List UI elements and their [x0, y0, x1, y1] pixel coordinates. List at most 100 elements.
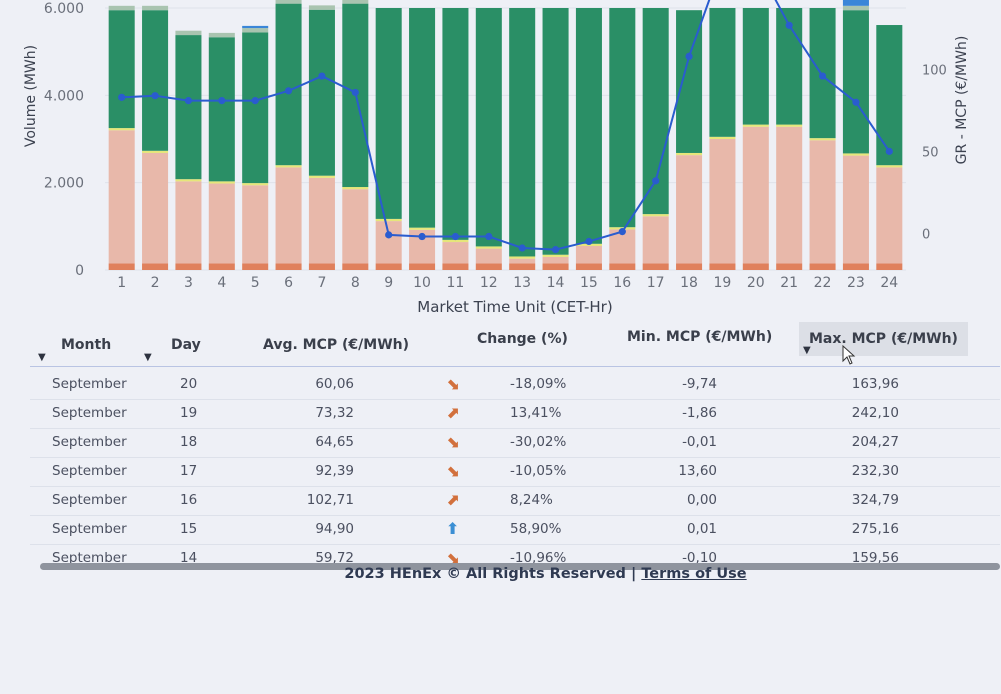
day-cell: 16 [180, 492, 198, 508]
mcp-point [351, 88, 359, 97]
table-row[interactable]: September 18 64,65 -30,02% -0,01 204,27 ⬊ [30, 428, 1000, 458]
month-header[interactable]: Month [61, 337, 112, 353]
bar-segment [175, 35, 202, 180]
bar-segment [575, 263, 602, 270]
table-row[interactable]: September 14 59,72 -10,96% -0,10 159,56 ⬊ [30, 544, 1000, 568]
change-cell: -10,96% [510, 550, 567, 566]
table-row[interactable]: September 16 102,71 8,24% 0,00 324,79 ⬈ [30, 486, 1000, 516]
bar-segment [509, 263, 536, 270]
bar-segment [676, 155, 703, 264]
mcp-point [551, 246, 560, 254]
bar-segment [175, 179, 202, 182]
mcp-line [121, 0, 891, 251]
x-tick-label: 13 [513, 275, 531, 291]
mcp-point [818, 72, 827, 80]
bar-segment [175, 263, 202, 270]
y-tick-label: 0 [75, 263, 84, 279]
mcp-point [284, 87, 293, 95]
bar-segment [709, 139, 736, 264]
max-mcp-header[interactable]: Max. MCP (€/MWh) [799, 322, 968, 356]
bar-segment [242, 25, 269, 29]
bar-segment [275, 3, 302, 166]
bar-segment [108, 5, 135, 11]
month-cell: September [52, 463, 127, 479]
day-cell: 20 [180, 376, 198, 392]
bar-segment [642, 216, 669, 264]
avg-mcp-header[interactable]: Avg. MCP (€/MWh) [263, 337, 410, 353]
y2-axis-title: GR - MCP (€/MWh) [954, 36, 970, 165]
avg-cell: 102,71 [306, 492, 354, 508]
change-cell: 13,41% [510, 405, 562, 421]
bar-segment [142, 150, 169, 153]
bar-segment [609, 263, 636, 270]
y2-tick-label: 0 [922, 227, 930, 242]
bar-segment [609, 8, 636, 228]
mcp-point [885, 147, 893, 155]
bar-segment [242, 183, 269, 186]
bar-segment [375, 263, 402, 270]
bar-segment [308, 5, 335, 10]
chart-svg: 1 2 3 4 5 6 7 8 9 10 11 12 13 14 15 16 17 18 19 20 21 22 23 240… [23, 0, 970, 316]
min-cell: -0,10 [682, 550, 717, 566]
bar-segment [809, 263, 836, 270]
change-cell: 8,24% [510, 492, 553, 508]
max-cell: 163,96 [851, 376, 899, 392]
max-cell: 204,27 [851, 434, 899, 450]
mcp-point [618, 228, 626, 236]
bar-segment [776, 124, 803, 127]
change-header[interactable]: Change (%) [477, 331, 568, 347]
day-sort-icon[interactable]: ▼ [144, 352, 152, 363]
x-tick-label: 10 [413, 275, 431, 291]
max-cell: 275,16 [851, 521, 899, 537]
bar-segment [742, 8, 769, 125]
x-tick-label: 20 [747, 275, 765, 291]
x-tick-label: 4 [217, 275, 226, 291]
bar-segment [542, 256, 569, 264]
terms-of-use-link[interactable]: Terms of Use [641, 566, 747, 582]
bar-segment [575, 8, 602, 244]
bar-segment [342, 189, 369, 264]
max-sort-icon[interactable]: ▼ [803, 345, 811, 356]
bar-segment [308, 9, 335, 176]
table-row[interactable]: September 20 60,06 -18,09% -9,74 163,96 ⬊ [30, 370, 1000, 400]
x-tick-label: 8 [351, 275, 360, 291]
month-sort-icon[interactable]: ▼ [38, 352, 46, 363]
bar-segment [575, 245, 602, 264]
month-cell: September [52, 550, 127, 566]
mcp-point [518, 244, 526, 252]
table-row[interactable]: September 17 92,39 -10,05% 13,60 232,30 ⬊ [30, 457, 1000, 487]
footer: 2023 HEnEx © All Rights Reserved | Terms… [0, 566, 1001, 592]
day-cell: 14 [180, 550, 198, 566]
horizontal-scrollbar[interactable] [40, 563, 1000, 570]
max-cell: 242,10 [851, 405, 899, 421]
mcp-point [318, 72, 326, 80]
bar-segment [742, 126, 769, 264]
table-row[interactable]: September 19 73,32 13,41% -1,86 242,10 ⬈ [30, 399, 1000, 429]
bar-segment [375, 8, 402, 219]
trend-up-icon: ⬈ [446, 490, 460, 509]
mcp-point [451, 232, 460, 241]
x-tick-label: 9 [384, 275, 393, 291]
bar-segment [442, 242, 469, 264]
mcp-table: Month ▼ Day ▼ Avg. MCP (€/MWh) Change (%… [30, 318, 1000, 568]
x-tick-label: 21 [780, 275, 798, 291]
bar-segment [375, 218, 402, 222]
bar-segment [342, 263, 369, 270]
month-cell: September [52, 434, 127, 450]
x-tick-label: 12 [480, 275, 498, 291]
y-tick-label: 2.000 [44, 176, 84, 192]
bar-segment [642, 263, 669, 270]
bar-segment [308, 177, 335, 264]
mcp-point [118, 93, 126, 101]
bar-segment [308, 175, 335, 178]
min-mcp-header[interactable]: Min. MCP (€/MWh) [627, 329, 773, 345]
bar-segment [175, 181, 202, 264]
bar-segment [876, 25, 903, 166]
bar-segment [809, 138, 836, 141]
x-tick-label: 6 [284, 275, 293, 291]
mcp-point [485, 232, 493, 241]
bar-segment [842, 155, 869, 264]
day-header[interactable]: Day [171, 337, 201, 353]
table-row[interactable]: September 15 94,90 58,90% 0,01 275,16 ⬆ [30, 515, 1000, 545]
y-axis-title: Volume (MWh) [23, 45, 39, 147]
